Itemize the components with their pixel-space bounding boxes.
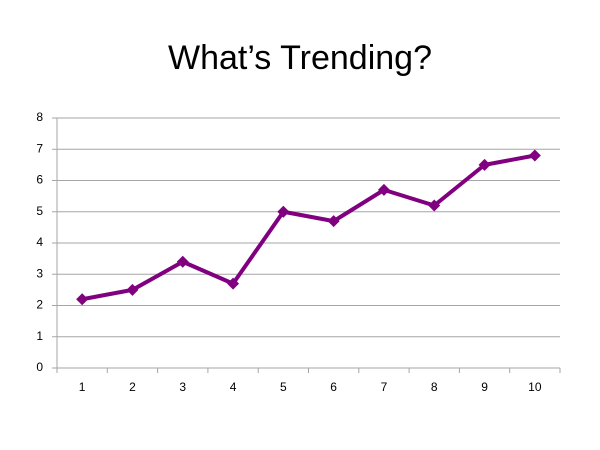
marker [478, 158, 491, 171]
marker [126, 283, 139, 296]
x-tick-label: 1 [79, 380, 86, 394]
y-tick-label: 1 [36, 329, 43, 343]
x-tick-label: 8 [431, 380, 438, 394]
marker [176, 255, 189, 268]
x-tick-label: 4 [230, 380, 237, 394]
marker [76, 293, 89, 306]
y-tick-label: 6 [36, 173, 43, 187]
line [81, 153, 536, 302]
y-tick-label: 8 [36, 110, 43, 124]
x-tick-label: 3 [179, 380, 186, 394]
y-tick-label: 0 [36, 360, 43, 374]
x-tick-label: 2 [129, 380, 136, 394]
x-tick-label: 5 [280, 380, 287, 394]
marker [227, 277, 240, 290]
y-tick-label: 5 [36, 204, 43, 218]
marker [327, 215, 340, 228]
x-tick-label: 6 [330, 380, 337, 394]
y-tick-label: 3 [36, 266, 43, 280]
marker [428, 199, 441, 212]
marker [277, 205, 290, 218]
x-tick-label: 9 [481, 380, 488, 394]
chart-title: What’s Trending? [168, 39, 432, 77]
y-tick-label: 7 [36, 141, 43, 155]
marker [528, 149, 541, 162]
x-tick-label: 10 [528, 380, 542, 394]
marker [377, 183, 390, 196]
x-tick-label: 7 [381, 380, 388, 394]
y-tick-label: 2 [36, 298, 43, 312]
y-tick-label: 4 [36, 235, 43, 249]
